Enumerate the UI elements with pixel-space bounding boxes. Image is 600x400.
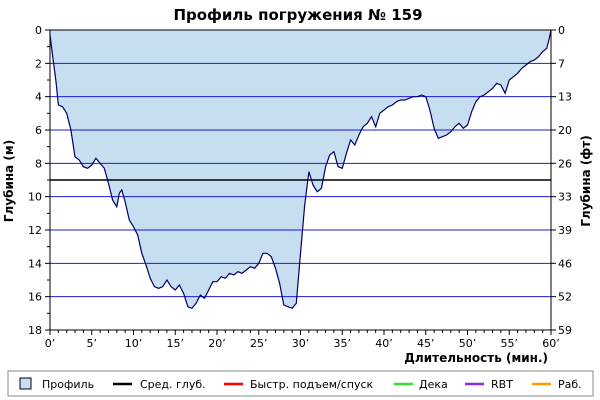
y-right-tick-label: 33 <box>558 191 572 204</box>
y-left-tick-label: 6 <box>35 124 42 137</box>
legend-box <box>7 370 594 397</box>
y-right-tick-label: 59 <box>558 324 572 337</box>
profile-area <box>50 30 551 309</box>
x-tick-label: 50’ <box>459 337 477 350</box>
x-tick-label: 45’ <box>417 337 435 350</box>
x-tick-label: 25’ <box>250 337 268 350</box>
legend-label: Быстр. подъем/спуск <box>250 378 374 391</box>
y-left-tick-label: 8 <box>35 157 42 170</box>
y-right-tick-label: 7 <box>558 57 565 70</box>
chart-title: Профиль погружения № 159 <box>173 6 422 24</box>
y-left-tick-label: 10 <box>28 191 42 204</box>
x-tick-label: 10’ <box>125 337 143 350</box>
y-left-tick-label: 4 <box>35 91 42 104</box>
legend-label: RBT <box>491 378 513 391</box>
x-tick-label: 30’ <box>292 337 310 350</box>
x-tick-label: 5’ <box>87 337 98 350</box>
plot-area: 0’ 5’ 10’ 15’ 20’ 25’ 30’ 35’ 40’ 45’ 50’ 55’ 60’ 0 2 4… <box>28 24 572 350</box>
x-tick-label: 35’ <box>334 337 352 350</box>
x-tick-label: 15’ <box>167 337 185 350</box>
y-right-tick-label: 13 <box>558 91 572 104</box>
x-axis-label: Длительность (мин.) <box>404 351 548 365</box>
x-tick-label: 40’ <box>375 337 393 350</box>
legend-label: Раб. <box>558 378 582 391</box>
y-right-tick-label: 39 <box>558 224 572 237</box>
y-left-tick-label: 12 <box>28 224 42 237</box>
y-right-tick-label: 26 <box>558 157 572 170</box>
legend: Профиль Сред. глуб. Быстр. подъем/спуск Дек… <box>7 370 594 397</box>
y-left-tick-label: 16 <box>28 291 42 304</box>
y-axis-right-label: Глубина (фт) <box>579 135 593 226</box>
y-left-tick-label: 18 <box>28 324 42 337</box>
y-left-tick-label: 2 <box>35 57 42 70</box>
y-right-tick-label: 46 <box>558 257 572 270</box>
y-axis-left-label: Глубина (м) <box>2 140 16 222</box>
legend-label: Профиль <box>42 378 94 391</box>
legend-swatch-box <box>19 377 32 390</box>
legend-label: Дека <box>419 378 448 391</box>
x-tick-label: 0’ <box>45 337 56 350</box>
y-right-tick-label: 52 <box>558 291 572 304</box>
x-tick-label: 20’ <box>208 337 226 350</box>
profile-line <box>49 29 552 310</box>
x-tick-label: 55’ <box>501 337 519 350</box>
y-right-tick-label: 0 <box>558 24 565 37</box>
y-left-tick-label: 0 <box>35 24 42 37</box>
y-left-tick-label: 14 <box>28 257 42 270</box>
legend-label: Сред. глуб. <box>140 378 206 391</box>
y-right-tick-label: 20 <box>558 124 572 137</box>
x-tick-label: 60’ <box>542 337 560 350</box>
